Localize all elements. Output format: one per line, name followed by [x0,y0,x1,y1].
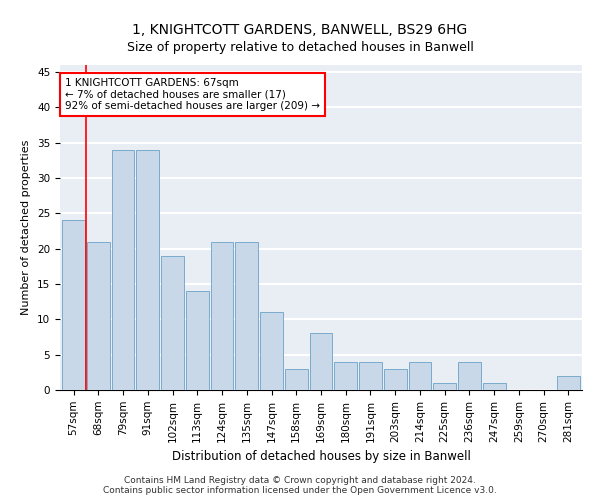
Bar [334,362,357,390]
Text: 1, KNIGHTCOTT GARDENS, BANWELL, BS29 6HG: 1, KNIGHTCOTT GARDENS, BANWELL, BS29 6HG [133,22,467,36]
Y-axis label: Number of detached properties: Number of detached properties [22,140,31,315]
Bar [384,369,407,390]
Bar [458,362,481,390]
Text: Size of property relative to detached houses in Banwell: Size of property relative to detached ho… [127,41,473,54]
Bar [260,312,283,390]
X-axis label: Distribution of detached houses by size in Banwell: Distribution of detached houses by size … [172,450,470,463]
Bar [483,383,506,390]
Bar [409,362,431,390]
Text: Contains HM Land Registry data © Crown copyright and database right 2024.
Contai: Contains HM Land Registry data © Crown c… [103,476,497,495]
Bar [557,376,580,390]
Bar [285,369,308,390]
Text: 1 KNIGHTCOTT GARDENS: 67sqm
← 7% of detached houses are smaller (17)
92% of semi: 1 KNIGHTCOTT GARDENS: 67sqm ← 7% of deta… [65,78,320,111]
Bar [310,334,332,390]
Bar [211,242,233,390]
Bar [359,362,382,390]
Bar [87,242,110,390]
Bar [112,150,134,390]
Bar [433,383,456,390]
Bar [161,256,184,390]
Bar [235,242,258,390]
Bar [186,291,209,390]
Bar [136,150,159,390]
Bar [62,220,85,390]
